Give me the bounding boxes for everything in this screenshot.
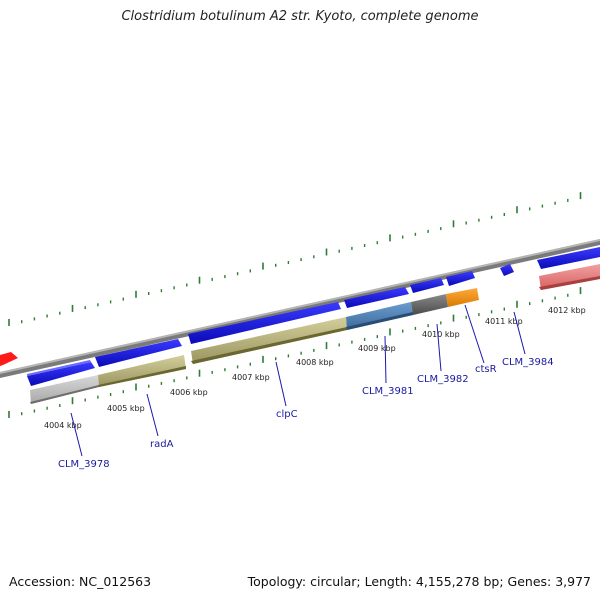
kbp-label-4008: 4008 kbp <box>296 358 334 367</box>
leader-clm3981 <box>384 335 387 384</box>
leader-clm3982 <box>436 323 442 372</box>
leader-ctsr <box>464 304 485 364</box>
genome-backbone <box>0 239 600 378</box>
feature-band <box>30 264 600 404</box>
gene-label-clm3982[interactable]: CLM_3982 <box>417 374 469 385</box>
kbp-label-4012: 4012 kbp <box>548 306 586 315</box>
gene-label-clm3981[interactable]: CLM_3981 <box>362 386 414 397</box>
kbp-label-4004: 4004 kbp <box>44 421 82 430</box>
gene-label-clm3984[interactable]: CLM_3984 <box>502 357 554 368</box>
gene-label-clpc[interactable]: clpC <box>276 409 298 420</box>
reverse-cds-track <box>0 352 18 366</box>
leader-clpc <box>275 361 287 407</box>
genome-title: Clostridium botulinum A2 str. Kyoto, com… <box>121 9 479 24</box>
genome-summary: Topology: circular; Length: 4,155,278 bp… <box>247 574 591 589</box>
leader-clm3984 <box>513 311 526 355</box>
inner-tick-ring <box>8 287 582 418</box>
forward-cds-track <box>27 247 600 386</box>
kbp-label-4006: 4006 kbp <box>170 388 208 397</box>
outer-tick-ring <box>8 192 582 326</box>
kbp-label-4007: 4007 kbp <box>232 373 270 382</box>
kbp-label-4010: 4010 kbp <box>422 330 460 339</box>
leader-clm3978 <box>70 412 83 457</box>
gene-label-ctsr[interactable]: ctsR <box>475 364 497 375</box>
kbp-label-4011: 4011 kbp <box>485 317 523 326</box>
gene-labels: CLM_3978 radA clpC CLM_3981 CLM_3982 cts… <box>58 357 554 470</box>
kbp-label-4009: 4009 kbp <box>358 344 396 353</box>
gene-label-clm3978[interactable]: CLM_3978 <box>58 459 110 470</box>
kbp-scale: 4004 kbp 4005 kbp 4006 kbp 4007 kbp 4008… <box>44 306 586 430</box>
accession-label: Accession: NC_012563 <box>9 574 152 589</box>
gene-leaders <box>70 304 526 457</box>
leader-rada <box>146 393 159 437</box>
kbp-label-4005: 4005 kbp <box>107 404 145 413</box>
gene-label-rada[interactable]: radA <box>150 439 174 450</box>
